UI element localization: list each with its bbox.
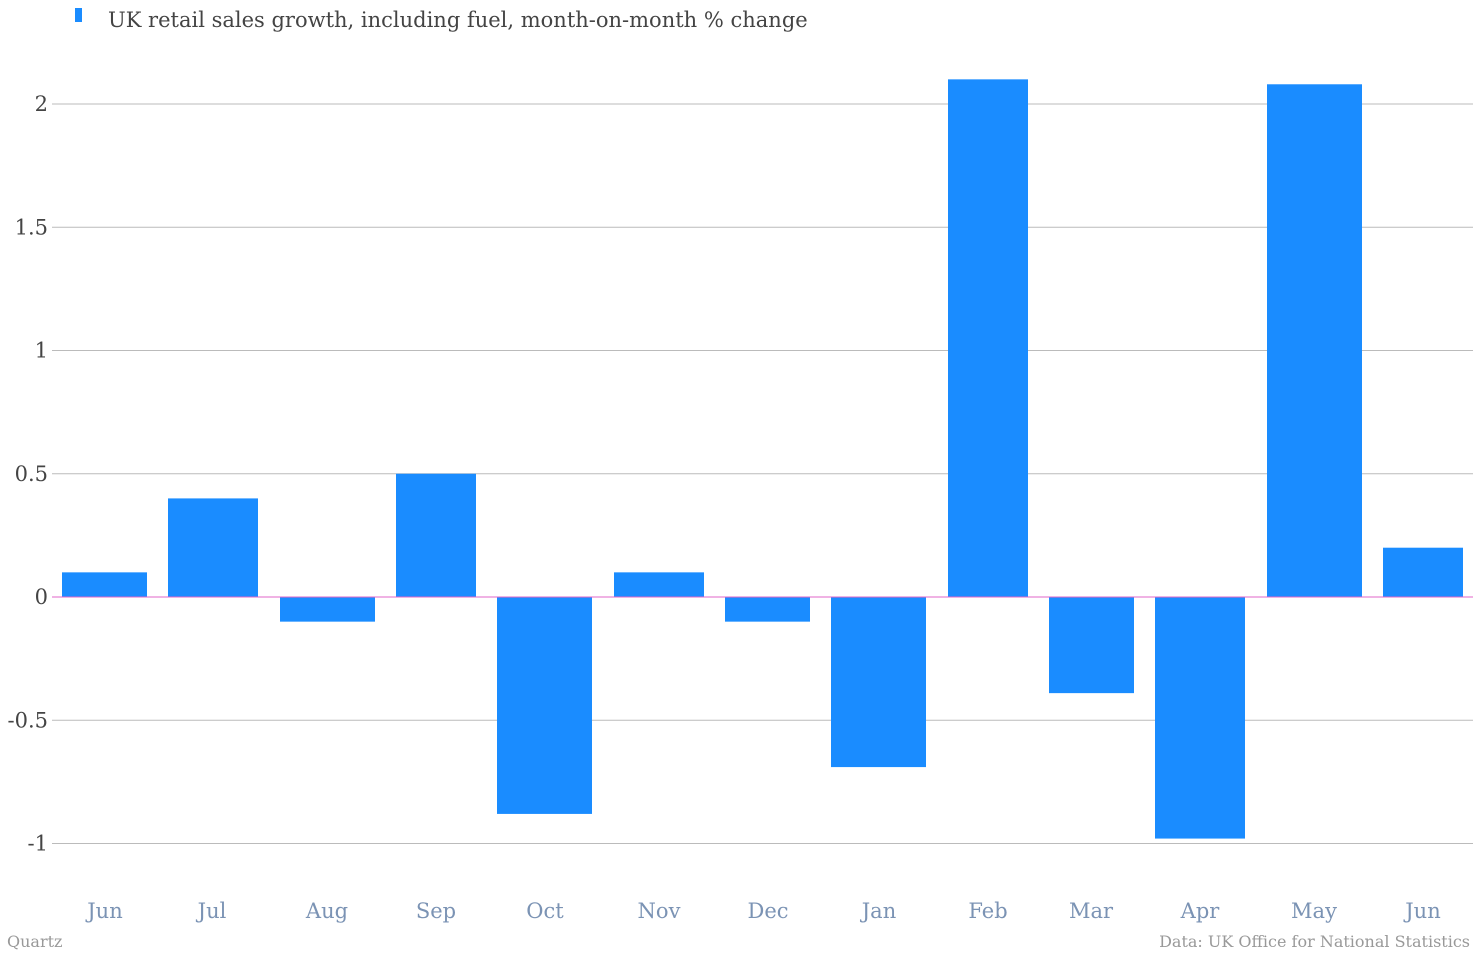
- bar-jun-12: [1383, 547, 1463, 597]
- bar-aug-2: [280, 597, 375, 622]
- x-tick-label: Jun: [85, 899, 122, 923]
- y-tick-label: -1: [28, 832, 48, 856]
- bar-sep-3: [396, 473, 476, 597]
- bar-jun-0: [62, 572, 147, 597]
- gridlines: [52, 103, 1473, 844]
- y-tick-label: 1.5: [15, 215, 48, 239]
- bar-nov-5: [614, 572, 704, 597]
- y-axis-ticks: -1 -0.5 0 0.5 1 1.5 2: [8, 92, 49, 856]
- bars: [62, 79, 1463, 839]
- x-tick-label: Mar: [1069, 899, 1114, 923]
- x-tick-label: Oct: [526, 899, 564, 923]
- bar-oct-4: [497, 597, 592, 814]
- legend: UK retail sales growth, including fuel, …: [75, 8, 808, 32]
- bar-mar-9: [1049, 597, 1134, 694]
- x-tick-label: May: [1291, 899, 1337, 923]
- x-tick-label: Feb: [968, 899, 1007, 923]
- x-tick-label: Nov: [638, 899, 681, 923]
- bar-feb-8: [948, 79, 1028, 598]
- footer-source: Data: UK Office for National Statistics: [1159, 932, 1470, 951]
- y-tick-label: 0.5: [15, 462, 48, 486]
- x-tick-label: Apr: [1180, 899, 1221, 923]
- bar-jan-7: [831, 597, 926, 768]
- y-tick-label: 2: [35, 92, 48, 116]
- x-axis-labels: Jun Jul Aug Sep Oct Nov Dec Jan Feb Mar Apr May Jun: [85, 899, 1440, 923]
- x-tick-label: Jan: [860, 899, 896, 923]
- bar-apr-10: [1155, 597, 1245, 839]
- legend-label: UK retail sales growth, including fuel, …: [108, 8, 808, 32]
- legend-swatch: [75, 8, 82, 22]
- x-tick-label: Aug: [305, 899, 348, 923]
- y-tick-label: -0.5: [8, 708, 49, 732]
- x-tick-label: Jun: [1403, 899, 1440, 923]
- x-tick-label: Sep: [416, 899, 456, 923]
- bar-dec-6: [725, 597, 810, 622]
- y-tick-label: 0: [35, 585, 48, 609]
- x-tick-label: Jul: [196, 899, 227, 923]
- x-tick-label: Dec: [747, 899, 788, 923]
- bar-may-11: [1267, 84, 1362, 597]
- bar-jul-1: [168, 498, 258, 597]
- y-tick-label: 1: [35, 339, 48, 363]
- footer-credit: Quartz: [7, 932, 62, 951]
